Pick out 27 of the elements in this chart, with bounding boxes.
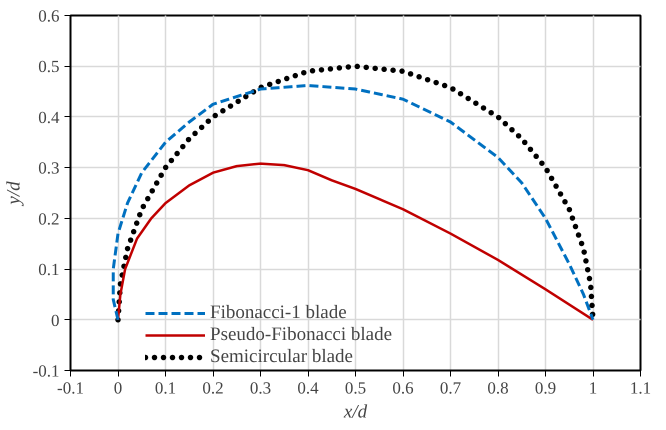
x-tick-label: 0.9	[534, 378, 556, 398]
y-axis-title: y/d	[4, 180, 25, 207]
y-tick-label: -0.1	[32, 362, 60, 380]
legend-label: Fibonacci-1 blade	[210, 302, 347, 324]
x-tick-label: 0.5	[344, 378, 366, 398]
x-tick-label: 0.1	[154, 378, 176, 398]
y-tick-label: 0	[51, 310, 60, 330]
x-tick-label: 0.2	[202, 378, 224, 398]
y-tick-label: 0.4	[38, 108, 60, 127]
x-tick-label: 1.1	[630, 378, 652, 398]
legend-label: Pseudo-Fibonacci blade	[210, 324, 392, 346]
x-tick-label: 0.4	[297, 378, 320, 398]
x-axis-title: x/d	[342, 402, 368, 422]
x-tick-label: 0.8	[487, 378, 509, 398]
x-tick-label: -0.1	[57, 378, 84, 398]
x-tick-label: 0.6	[392, 378, 414, 398]
x-tick-label: 0.7	[440, 378, 462, 398]
legend-label: Semicircular blade	[210, 346, 353, 368]
y-tick-label: 0.3	[38, 158, 60, 178]
y-tick-label: 0.6	[38, 6, 60, 26]
x-tick-label: 0.3	[250, 378, 272, 398]
x-tick-label: 1	[588, 378, 598, 398]
y-tick-label: 0.1	[38, 260, 60, 280]
line-series	[116, 162, 594, 322]
y-tick-label: 0.5	[38, 57, 60, 76]
x-tick-label: 0	[114, 378, 122, 398]
y-tick-label: 0.2	[38, 209, 60, 228]
